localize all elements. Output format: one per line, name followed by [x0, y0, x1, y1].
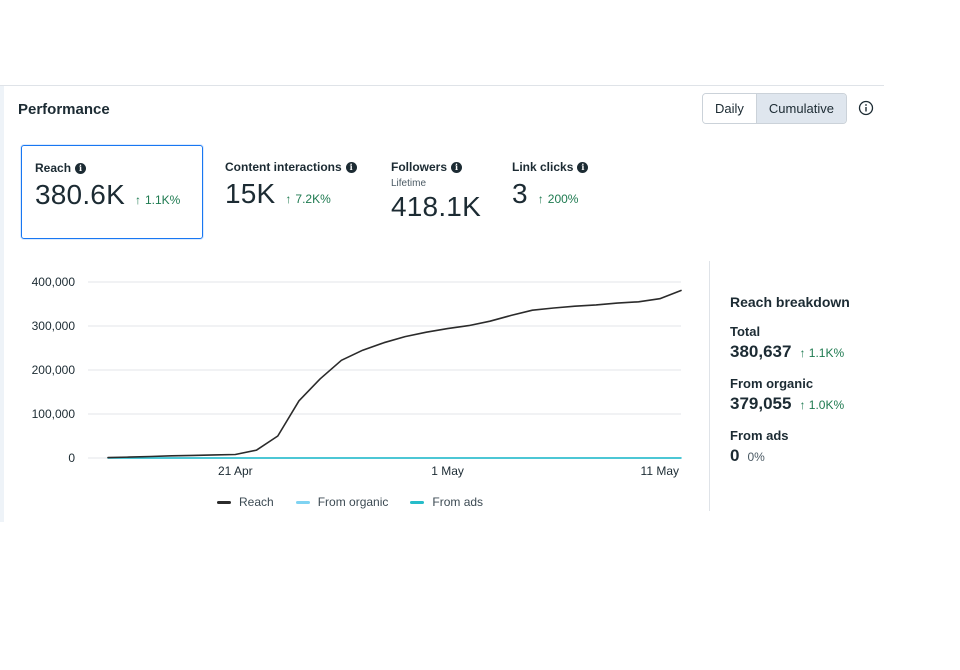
- breakdown-value: 379,055: [730, 394, 792, 413]
- cumulative-button[interactable]: Cumulative: [755, 94, 846, 123]
- legend-swatch-reach: [217, 500, 231, 504]
- metric-change: ↑ 1.1K%: [135, 193, 180, 207]
- breakdown-item-total: Total 380,637 ↑ 1.1K%: [730, 324, 850, 362]
- metric-label: Content interactions: [225, 160, 342, 174]
- arrow-up-icon: ↑: [799, 346, 806, 360]
- legend-label-organic[interactable]: From organic: [317, 495, 389, 509]
- metric-card-link-clicks[interactable]: Link clicks i 3 ↑ 200%: [498, 145, 608, 239]
- info-icon[interactable]: i: [75, 162, 87, 174]
- y-tick-label: 300,000: [32, 319, 76, 333]
- metric-change-value: 1.1K%: [144, 193, 181, 207]
- panel-title: Performance: [18, 101, 110, 118]
- breakdown-change-value: 1.0K%: [808, 398, 845, 412]
- series-line-reach: [107, 289, 682, 459]
- arrow-up-icon: ↑: [537, 192, 544, 206]
- chart-legend: Reach From organic From ads: [217, 495, 483, 509]
- breakdown-change: ↑ 1.0K%: [799, 398, 844, 412]
- top-divider: [0, 85, 884, 86]
- breakdown-label: Total: [730, 324, 761, 339]
- metric-value: 3: [512, 178, 528, 209]
- breakdown-label: From ads: [730, 428, 789, 443]
- metric-change: ↑ 200%: [538, 192, 579, 206]
- breakdown-title: Reach breakdown: [730, 294, 850, 310]
- reach-breakdown: Reach breakdown Total 380,637 ↑ 1.1K% Fr…: [730, 294, 850, 466]
- arrow-up-icon: ↑: [285, 192, 292, 206]
- reach-line-chart: 400,000 300,000 200,000 100,000 0 21 Apr 1 May…: [32, 275, 682, 478]
- info-icon[interactable]: i: [577, 161, 589, 173]
- arrow-up-icon: ↑: [134, 193, 141, 207]
- breakdown-change-value: 0%: [747, 450, 765, 464]
- y-tick-label: 0: [68, 451, 75, 465]
- metric-label: Reach: [35, 161, 72, 175]
- performance-panel: Performance Daily Cumulative Reach i 380…: [4, 86, 884, 522]
- metric-value: 418.1K: [391, 191, 481, 222]
- breakdown-change: ↑ 1.1K%: [799, 346, 844, 360]
- daily-cumulative-toggle: Daily Cumulative: [702, 93, 847, 124]
- legend-swatch-organic: [295, 500, 310, 504]
- metric-label: Link clicks: [512, 160, 574, 174]
- info-icon[interactable]: i: [451, 161, 463, 173]
- y-tick-label: 400,000: [32, 275, 76, 289]
- daily-button[interactable]: Daily: [703, 94, 756, 123]
- breakdown-item-ads: From ads 0 0%: [730, 428, 850, 466]
- breakdown-value: 0: [730, 446, 740, 465]
- legend-swatch-ads: [410, 500, 425, 504]
- breakdown-item-organic: From organic 379,055 ↑ 1.0K%: [730, 376, 850, 414]
- metric-sublabel: Lifetime: [391, 178, 427, 189]
- legend-label-reach[interactable]: Reach: [239, 495, 274, 509]
- metric-change-value: 200%: [547, 192, 579, 206]
- breakdown-change-value: 1.1K%: [808, 346, 845, 360]
- x-tick-label: 21 Apr: [218, 464, 253, 478]
- x-tick-label: 1 May: [431, 464, 464, 478]
- legend-label-ads[interactable]: From ads: [432, 495, 484, 509]
- metric-card-followers[interactable]: Followers i Lifetime 418.1K: [377, 145, 489, 239]
- metric-card-reach[interactable]: Reach i 380.6K ↑ 1.1K%: [21, 145, 203, 239]
- breakdown-value: 380,637: [730, 342, 792, 361]
- chart-breakdown-divider: [709, 261, 710, 511]
- metric-card-content-interactions[interactable]: Content interactions i 15K ↑ 7.2K%: [211, 145, 371, 239]
- metric-value: 380.6K: [35, 179, 125, 210]
- metric-value: 15K: [225, 178, 276, 209]
- info-icon[interactable]: [858, 100, 874, 116]
- info-icon[interactable]: i: [345, 161, 357, 173]
- left-accent-bar: [0, 86, 4, 522]
- breakdown-label: From organic: [730, 376, 814, 391]
- metric-change-value: 7.2K%: [295, 192, 331, 206]
- metric-label: Followers: [391, 160, 448, 174]
- y-tick-label: 100,000: [32, 407, 76, 421]
- metric-change: ↑ 7.2K%: [285, 192, 330, 206]
- x-tick-label: 11 May: [641, 464, 679, 478]
- arrow-up-icon: ↑: [799, 398, 806, 412]
- y-tick-label: 200,000: [32, 363, 76, 377]
